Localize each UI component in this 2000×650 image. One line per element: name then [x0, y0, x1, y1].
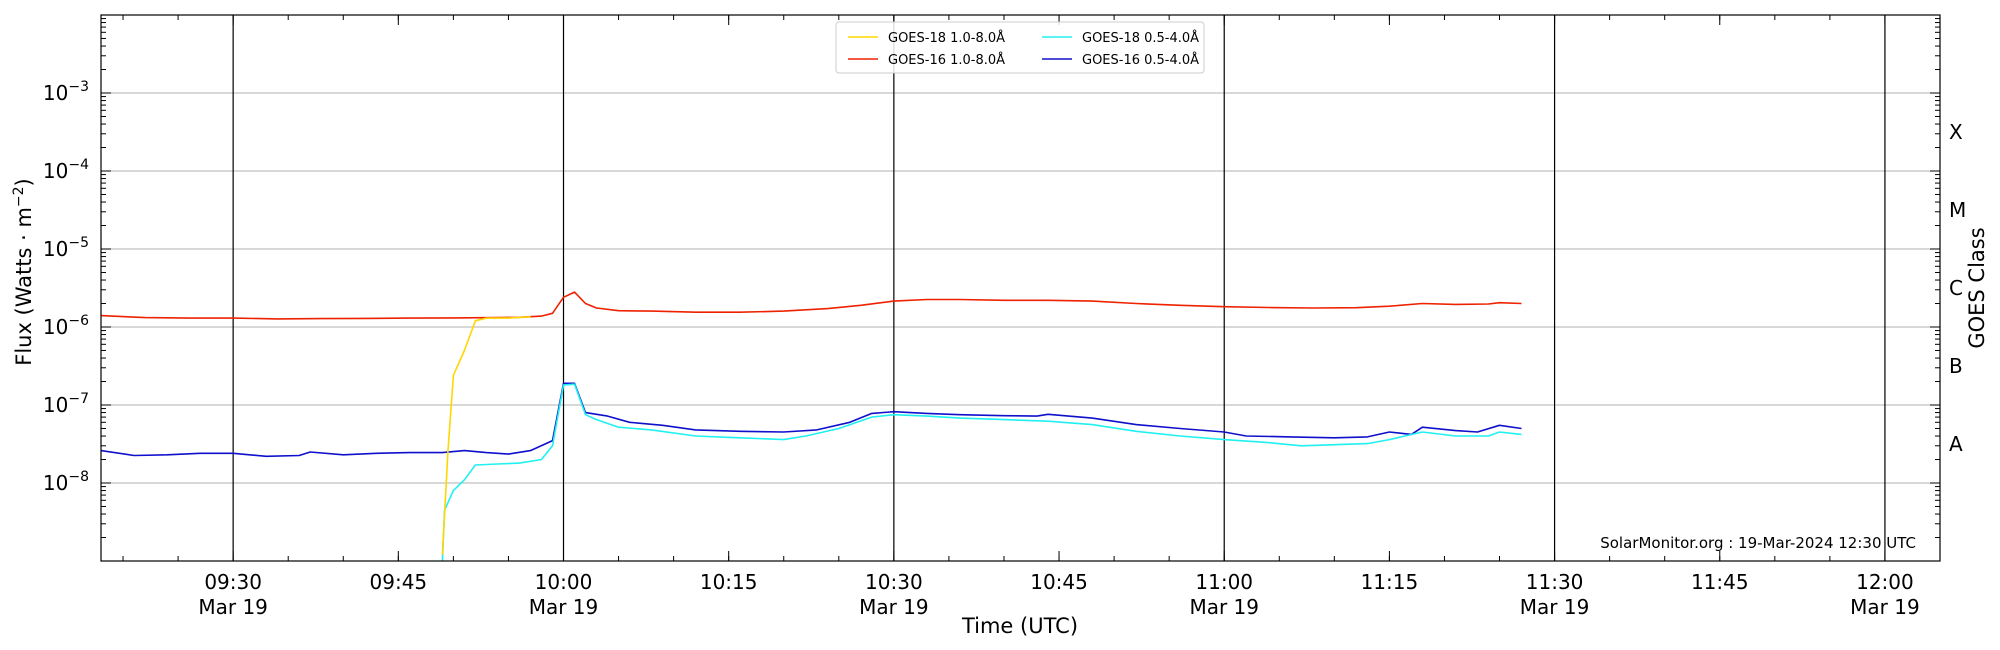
y-tick-label: 10−3 — [43, 79, 89, 105]
x-tick-label: 10:15 — [700, 570, 758, 594]
series-line-2 — [441, 383, 1522, 562]
series-line-1 — [100, 291, 1522, 320]
legend-frame — [835, 21, 1205, 74]
y-tick-label: 10−6 — [43, 313, 89, 339]
x-tick-label: 09:30 — [204, 570, 262, 594]
x-tick-sublabel: Mar 19 — [1520, 595, 1590, 619]
x-tick-label: 11:45 — [1691, 570, 1749, 594]
y-axis-title: Flux (Watts · m−2) — [11, 178, 36, 366]
legend: GOES-18 1.0-8.0Å GOES-16 1.0-8.0Å GOES-18 … — [835, 21, 1205, 74]
x-tick-sublabel: Mar 19 — [859, 595, 929, 619]
series-line-3 — [100, 382, 1522, 458]
x-tick-label: 11:30 — [1526, 570, 1584, 594]
y-tick-label: 10−7 — [43, 391, 89, 417]
y-tick-labels: 10−8 10−7 10−6 10−5 10−4 10−3 — [43, 79, 89, 495]
series-line-0 — [441, 316, 531, 555]
x-tick-label: 11:00 — [1195, 570, 1253, 594]
x-tick-sublabel: Mar 19 — [1850, 595, 1920, 619]
x-tick-label: 10:00 — [535, 570, 593, 594]
axis-ticks — [101, 15, 1941, 562]
goes-class-label: A — [1949, 432, 1963, 456]
goes-class-label: C — [1949, 276, 1963, 300]
right-axis-title: GOES Class — [1965, 227, 1989, 348]
horizontal-gridlines — [101, 92, 1940, 484]
goes-class-label: M — [1949, 198, 1966, 222]
y-tick-label: 10−4 — [43, 157, 89, 183]
x-axis-title: Time (UTC) — [961, 614, 1078, 638]
legend-label: GOES-18 0.5-4.0Å — [1082, 30, 1199, 46]
goes-class-label: B — [1949, 354, 1963, 378]
plot-frame — [100, 14, 1941, 562]
x-tick-sublabel: Mar 19 — [198, 595, 268, 619]
x-tick-label: 10:45 — [1030, 570, 1088, 594]
legend-label: GOES-16 0.5-4.0Å — [1082, 52, 1199, 68]
goes-class-labels: A B C M X — [1949, 120, 1966, 456]
x-tick-label: 12:00 — [1856, 570, 1914, 594]
legend-label: GOES-18 1.0-8.0Å — [888, 30, 1005, 46]
y-tick-label: 10−5 — [43, 235, 89, 261]
x-tick-label: 09:45 — [370, 570, 428, 594]
x-tick-sublabel: Mar 19 — [529, 595, 599, 619]
x-tick-label: 10:30 — [865, 570, 923, 594]
x-tick-sublabel: Mar 19 — [1189, 595, 1259, 619]
credit-text: SolarMonitor.org : 19-Mar-2024 12:30 UTC — [1600, 534, 1916, 552]
vertical-time-markers — [232, 15, 1886, 561]
x-tick-label: 11:15 — [1361, 570, 1419, 594]
legend-label: GOES-16 1.0-8.0Å — [888, 52, 1005, 68]
y-tick-label: 10−8 — [43, 469, 89, 495]
goes-class-label: X — [1949, 120, 1963, 144]
series-layer — [100, 291, 1522, 562]
